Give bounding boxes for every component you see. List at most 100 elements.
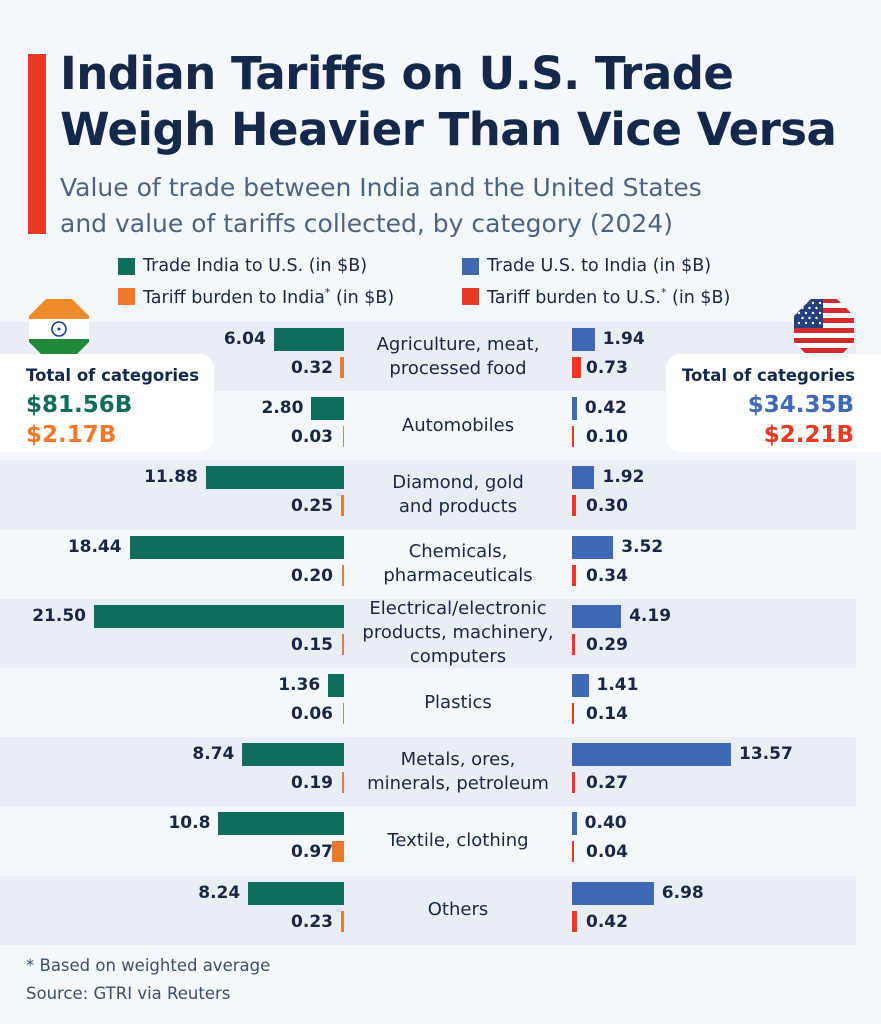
category-label: Automobiles bbox=[350, 391, 566, 460]
us-tariff-value: 0.14 bbox=[586, 704, 628, 724]
us-totals-box: Total of categories $34.35B $2.21B bbox=[666, 354, 881, 452]
india-tariff-value: 0.06 bbox=[291, 704, 333, 724]
india-tariff-value: 0.25 bbox=[291, 496, 333, 517]
india-tariff-bar bbox=[340, 357, 344, 378]
us-tariff-bar bbox=[572, 841, 574, 863]
category-label-line: Electrical/electronic bbox=[369, 598, 547, 620]
legend-swatch bbox=[462, 257, 479, 275]
us-total-tariff: $2.21B bbox=[763, 422, 854, 448]
india-trade-bar bbox=[328, 674, 344, 697]
category-label: Textile, clothing bbox=[350, 806, 566, 875]
chart-title: Indian Tariffs on U.S. Trade Weigh Heavi… bbox=[60, 46, 860, 158]
us-trade-value: 6.98 bbox=[661, 882, 704, 903]
india-trade-bar bbox=[248, 881, 344, 905]
category-label-line: Metals, ores, bbox=[400, 748, 516, 770]
legend-label-suffix: (in $B) bbox=[666, 287, 731, 308]
us-trade-value: 0.40 bbox=[584, 813, 627, 834]
india-trade-bar bbox=[205, 466, 344, 490]
us-total-trade: $34.35B bbox=[747, 392, 854, 418]
us-trade-value: 1.94 bbox=[602, 329, 645, 349]
legend-item-us-tariff: Tariff burden to U.S.* (in $B) bbox=[462, 286, 730, 308]
us-tariff-bar bbox=[572, 426, 574, 448]
row-band bbox=[0, 875, 856, 945]
india-tariff-value: 0.23 bbox=[291, 911, 333, 932]
legend-swatch bbox=[118, 257, 135, 275]
category-label: Chemicals, pharmaceuticals bbox=[350, 530, 566, 599]
us-trade-value: 1.41 bbox=[596, 675, 639, 695]
chart-subtitle: Value of trade between India and the Uni… bbox=[60, 170, 840, 242]
source-note: Source: GTRI via Reuters bbox=[26, 984, 231, 1003]
subtitle-line-2: and value of tariffs collected, by categ… bbox=[60, 209, 673, 238]
legend-label-sup: * bbox=[660, 286, 667, 299]
india-trade-bar bbox=[311, 397, 344, 421]
us-flag-icon bbox=[794, 299, 854, 359]
us-trade-value: 13.57 bbox=[739, 744, 793, 765]
legend-swatch bbox=[462, 288, 479, 306]
category-label-line: computers bbox=[409, 646, 507, 668]
us-trade-bar bbox=[572, 535, 614, 559]
footnote: * Based on weighted average bbox=[26, 956, 271, 975]
india-totals-box: Total of categories $81.56B $2.17B bbox=[0, 354, 214, 452]
us-trade-bar bbox=[572, 397, 577, 421]
india-trade-value: 6.04 bbox=[223, 329, 266, 349]
us-tariff-value: 0.73 bbox=[586, 358, 628, 378]
us-tariff-bar bbox=[572, 495, 576, 517]
us-trade-bar bbox=[572, 604, 622, 628]
category-label-line: pharmaceuticals bbox=[383, 565, 533, 587]
india-tariff-value: 0.20 bbox=[291, 565, 333, 586]
india-tariff-bar bbox=[341, 564, 344, 586]
india-trade-bar bbox=[94, 604, 344, 628]
us-tariff-value: 0.34 bbox=[586, 565, 628, 586]
title-line-1: Indian Tariffs on U.S. Trade bbox=[60, 47, 734, 100]
category-label: Electrical/electronic products, machinery… bbox=[350, 598, 566, 668]
category-label-line: Others bbox=[427, 899, 489, 921]
category-label: Agriculture, meat, processed food bbox=[350, 322, 566, 391]
us-trade-bar bbox=[572, 812, 577, 836]
us-trade-bar bbox=[572, 674, 589, 697]
us-tariff-bar bbox=[572, 910, 578, 932]
legend-label-suffix: (in $B) bbox=[330, 287, 395, 308]
category-label-line: processed food bbox=[389, 357, 527, 379]
india-tariff-bar bbox=[332, 841, 344, 863]
category-label-line: Diamond, gold bbox=[392, 471, 524, 493]
legend-label: Tariff burden to U.S.* (in $B) bbox=[487, 286, 730, 308]
legend-item-india-trade: Trade India to U.S. (in $B) bbox=[118, 256, 367, 276]
row-band bbox=[0, 460, 856, 530]
india-trade-bar bbox=[218, 812, 344, 836]
india-tariff-value: 0.15 bbox=[291, 634, 333, 655]
us-tariff-bar bbox=[572, 357, 581, 378]
india-tariff-bar bbox=[342, 703, 344, 724]
india-trade-value: 8.24 bbox=[198, 882, 241, 903]
us-tariff-value: 0.10 bbox=[586, 427, 628, 448]
india-trade-value: 11.88 bbox=[144, 467, 198, 488]
category-label-line: Automobiles bbox=[401, 414, 515, 436]
category-label-line: minerals, petroleum bbox=[367, 772, 549, 794]
india-tariff-bar bbox=[341, 495, 344, 517]
legend-label: Tariff burden to India* (in $B) bbox=[143, 286, 394, 308]
us-tariff-value: 0.42 bbox=[586, 911, 628, 932]
legend-item-us-trade: Trade U.S. to India (in $B) bbox=[462, 256, 711, 276]
us-trade-value: 3.52 bbox=[621, 536, 664, 557]
india-trade-value: 2.80 bbox=[261, 398, 304, 419]
us-tariff-bar bbox=[572, 772, 576, 794]
category-label: Diamond, gold and products bbox=[350, 460, 566, 529]
us-trade-value: 0.42 bbox=[584, 398, 627, 419]
india-flag-icon bbox=[29, 299, 89, 359]
us-tariff-bar bbox=[572, 633, 576, 655]
india-totals-label: Total of categories bbox=[26, 366, 200, 385]
india-tariff-bar bbox=[342, 426, 344, 448]
india-trade-value: 8.74 bbox=[192, 744, 235, 765]
india-tariff-value: 0.03 bbox=[291, 427, 333, 448]
india-tariff-bar bbox=[341, 910, 344, 932]
category-label-line: Chemicals, bbox=[408, 541, 508, 563]
subtitle-line-1: Value of trade between India and the Uni… bbox=[60, 173, 702, 202]
category-label-line: Textile, clothing bbox=[387, 829, 529, 851]
legend-label: Trade India to U.S. (in $B) bbox=[143, 256, 368, 276]
us-tariff-value: 0.30 bbox=[586, 496, 628, 517]
us-trade-bar bbox=[572, 328, 595, 351]
us-tariff-value: 0.27 bbox=[586, 773, 628, 794]
category-label-line: Agriculture, meat, bbox=[376, 333, 540, 355]
legend-label-text: Tariff burden to India bbox=[143, 287, 325, 308]
india-tariff-value: 0.97 bbox=[291, 842, 333, 863]
india-trade-value: 10.8 bbox=[168, 813, 211, 834]
